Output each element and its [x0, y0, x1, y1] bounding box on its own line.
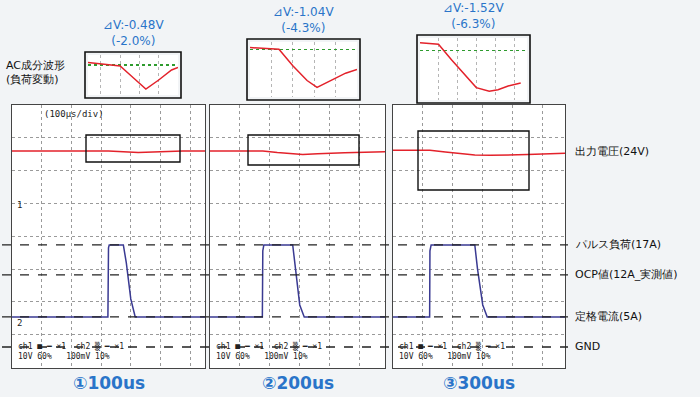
svg-text:⊿V:-1.52V(-6.3%): ⊿V:-1.52V(-6.3%)	[443, 1, 504, 31]
svg-text:GND: GND	[575, 340, 600, 353]
svg-text:1: 1	[17, 200, 22, 210]
svg-text:ch1 ■ ━ ×1 ch2 ▒ ━ ×110V 60%: ch1 ■ ━ ×1 ch2 ▒ ━ ×110V 60% 100mV 10%	[216, 341, 322, 361]
svg-text:②200us: ②200us	[262, 373, 334, 393]
svg-text:⊿V:-1.04V(-4.3%): ⊿V:-1.04V(-4.3%)	[273, 5, 334, 35]
svg-text:ch1 ■ ━ ×1 ch2 ▒ ━ ×110V 60%: ch1 ■ ━ ×1 ch2 ▒ ━ ×110V 60% 100mV 10%	[18, 341, 124, 361]
svg-text:ch1 ■ ━ ×1 ch2 ▒ ━ ×110V 60%: ch1 ■ ━ ×1 ch2 ▒ ━ ×110V 60% 100mV 10%	[399, 341, 505, 361]
svg-text:(100μs/div): (100μs/div)	[44, 109, 104, 119]
svg-text:出力電圧(24V): 出力電圧(24V)	[575, 145, 649, 158]
svg-text:OCP値(12A_実測値): OCP値(12A_実測値)	[575, 268, 678, 281]
svg-text:2: 2	[17, 318, 22, 328]
svg-text:①100us: ①100us	[73, 373, 145, 393]
svg-text:パルス負荷(17A): パルス負荷(17A)	[575, 238, 661, 251]
svg-text:③300us: ③300us	[443, 373, 515, 393]
svg-text:AC成分波形(負荷変動): AC成分波形(負荷変動)	[6, 59, 65, 86]
svg-text:定格電流(5A): 定格電流(5A)	[575, 310, 642, 323]
svg-text:⊿V:-0.48V(-2.0%): ⊿V:-0.48V(-2.0%)	[103, 18, 164, 48]
